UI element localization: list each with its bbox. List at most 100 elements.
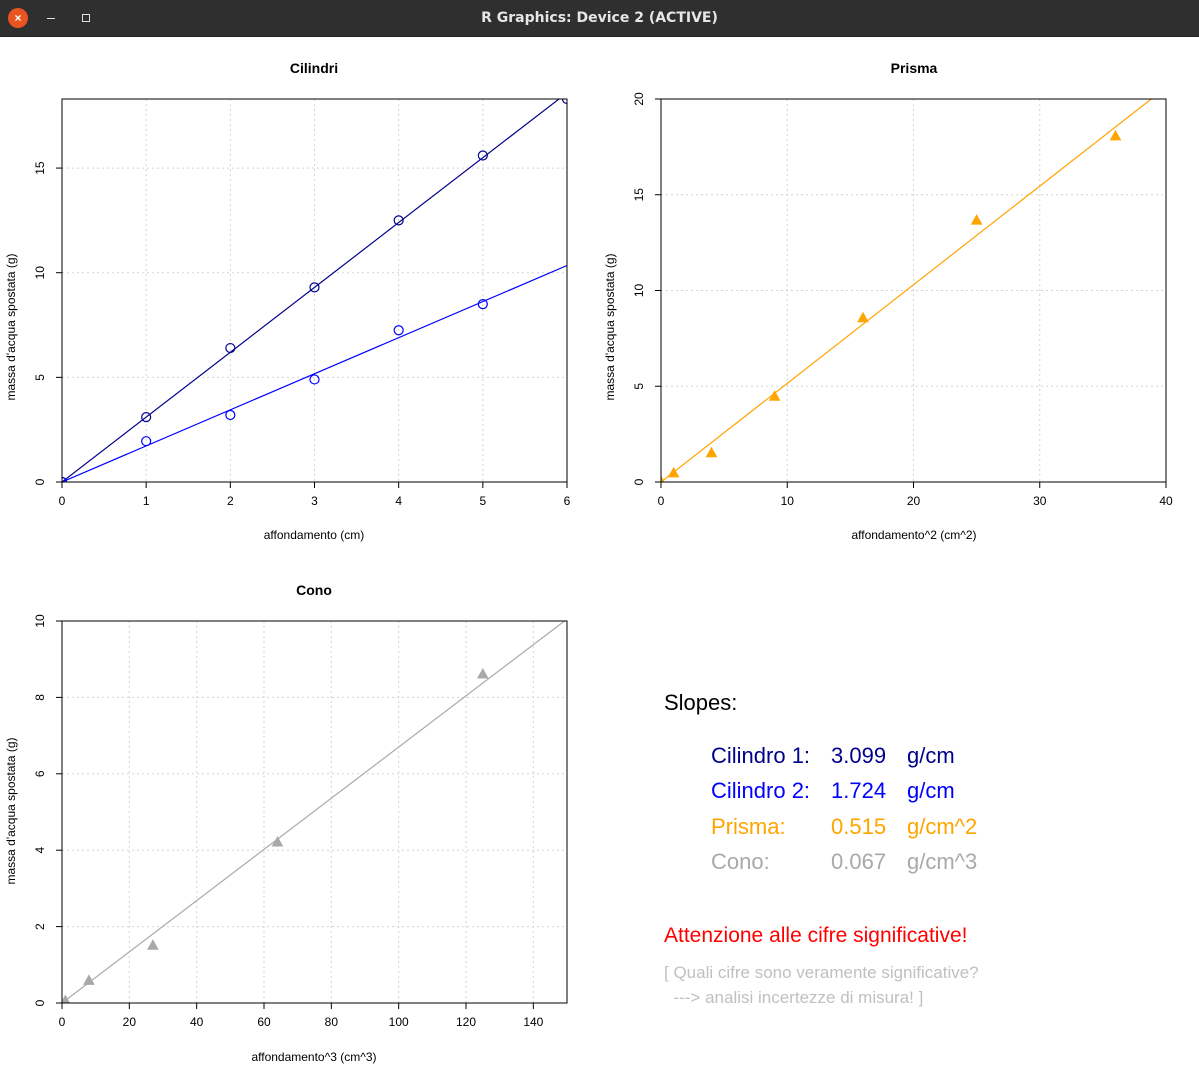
x-tick-label: 0 bbox=[658, 494, 665, 508]
window-title: R Graphics: Device 2 (ACTIVE) bbox=[481, 10, 718, 26]
data-point bbox=[857, 311, 869, 323]
x-tick-label: 60 bbox=[257, 1015, 271, 1029]
x-tick-label: 40 bbox=[1159, 494, 1173, 508]
chart-prisma: Prisma affondamento^2 (cm^2) massa d'acq… bbox=[603, 60, 1173, 542]
slope-name-cono: Cono: bbox=[711, 849, 770, 874]
x-tick-label: 30 bbox=[1033, 494, 1047, 508]
y-tick-label: 15 bbox=[33, 161, 47, 175]
y-tick-label: 15 bbox=[632, 188, 646, 202]
x-tick-label: 0 bbox=[59, 1015, 66, 1029]
data-point bbox=[477, 299, 488, 310]
slope-name-prisma: Prisma: bbox=[711, 814, 786, 839]
y-tick-label: 8 bbox=[33, 694, 47, 701]
slope-value-cilindro-2: 1.724 bbox=[831, 778, 886, 803]
x-tick-label: 2 bbox=[227, 494, 234, 508]
x-tick-label: 120 bbox=[456, 1015, 476, 1029]
data-point bbox=[225, 409, 236, 421]
x-tick-label: 3 bbox=[311, 494, 318, 508]
y-tick-label: 10 bbox=[632, 284, 646, 298]
slope-value-cilindro-1: 3.099 bbox=[831, 743, 886, 768]
plot-frame bbox=[660, 98, 1167, 483]
chart-cilindri: Cilindri affondamento (cm) massa d'acqua… bbox=[4, 60, 571, 542]
data-point bbox=[1109, 129, 1122, 141]
data-point bbox=[661, 475, 665, 482]
x-axis-label: affondamento^2 (cm^2) bbox=[851, 528, 976, 542]
data-point bbox=[225, 342, 236, 354]
x-tick-label: 100 bbox=[389, 1015, 409, 1029]
y-tick-label: 10 bbox=[33, 614, 47, 628]
y-tick-label: 0 bbox=[33, 999, 47, 1006]
close-button[interactable]: × bbox=[8, 8, 28, 28]
regression-line bbox=[661, 99, 1153, 482]
plot-area-cilindri: 0 1 2 3 4 5 6 0 5 10 15 bbox=[33, 98, 571, 508]
data-point bbox=[476, 667, 489, 679]
data-point bbox=[970, 214, 983, 225]
y-axis-label: massa d'acqua spostata (g) bbox=[603, 253, 617, 400]
slope-value-cono: 0.067 bbox=[831, 849, 886, 874]
data-point bbox=[667, 466, 680, 478]
plot-data bbox=[62, 99, 567, 482]
chart-title: Cono bbox=[296, 582, 332, 598]
x-tick-label: 20 bbox=[907, 494, 921, 508]
slopes-rows: Cilindro 1: 3.099 g/cm Cilindro 2: 1.724… bbox=[711, 743, 977, 874]
x-tick-label: 20 bbox=[123, 1015, 137, 1029]
x-tick-label: 80 bbox=[325, 1015, 339, 1029]
plot-area-prisma: 0 10 20 30 40 0 5 10 15 20 bbox=[632, 92, 1173, 508]
slopes-panel: Slopes: Cilindro 1: 3.099 g/cm Cilindro … bbox=[664, 690, 979, 1007]
chart-cono: Cono affondamento^3 (cm^3) massa d'acqua… bbox=[4, 582, 568, 1064]
y-axis-label: massa d'acqua spostata (g) bbox=[4, 737, 18, 884]
chart-title: Cilindri bbox=[290, 60, 338, 76]
slopes-heading: Slopes: bbox=[664, 690, 737, 715]
y-tick-label: 0 bbox=[632, 478, 646, 485]
plots-svg: Cilindri affondamento (cm) massa d'acqua… bbox=[4, 60, 1173, 1064]
y-tick-label: 10 bbox=[33, 266, 47, 280]
significant-figures-warning: Attenzione alle cifre significative! bbox=[664, 924, 968, 947]
y-tick-label: 4 bbox=[33, 847, 47, 854]
data-point bbox=[309, 374, 320, 385]
data-point bbox=[477, 150, 488, 161]
x-tick-label: 40 bbox=[190, 1015, 204, 1029]
x-tick-label: 4 bbox=[395, 494, 402, 508]
x-tick-label: 1 bbox=[143, 494, 150, 508]
slope-unit-cilindro-1: g/cm bbox=[907, 743, 955, 768]
plot-canvas: Cilindri affondamento (cm) massa d'acqua… bbox=[0, 37, 1199, 1080]
slope-value-prisma: 0.515 bbox=[831, 814, 886, 839]
data-point bbox=[768, 390, 781, 401]
x-tick-label: 0 bbox=[59, 494, 66, 508]
y-tick-label: 5 bbox=[33, 374, 47, 381]
y-tick-label: 0 bbox=[33, 478, 47, 485]
x-tick-label: 10 bbox=[781, 494, 795, 508]
plot-frame bbox=[61, 98, 568, 483]
slope-name-cilindro-1: Cilindro 1: bbox=[711, 743, 810, 768]
y-tick-label: 5 bbox=[632, 383, 646, 390]
data-point bbox=[393, 325, 404, 336]
slope-unit-cilindro-2: g/cm bbox=[907, 778, 955, 803]
data-point bbox=[309, 282, 320, 293]
y-tick-label: 6 bbox=[33, 770, 47, 777]
plot-data bbox=[661, 99, 1153, 482]
data-point bbox=[141, 412, 152, 423]
plot-frame bbox=[61, 620, 568, 1004]
x-tick-label: 5 bbox=[479, 494, 486, 508]
slope-unit-cono: g/cm^3 bbox=[907, 849, 977, 874]
minimize-button[interactable] bbox=[41, 8, 61, 28]
plot-area-cono: 0 20 40 60 80 100 120 140 0 2 4 6 8 10 bbox=[33, 614, 568, 1029]
maximize-button[interactable] bbox=[76, 8, 96, 28]
slope-name-cilindro-2: Cilindro 2: bbox=[711, 778, 810, 803]
y-axis-label: massa d'acqua spostata (g) bbox=[4, 253, 18, 400]
plot-data bbox=[62, 621, 566, 1003]
x-axis-label: affondamento (cm) bbox=[264, 528, 365, 542]
regression-line bbox=[62, 621, 566, 1003]
y-tick-label: 20 bbox=[632, 92, 646, 106]
data-point bbox=[147, 939, 159, 950]
x-tick-label: 140 bbox=[523, 1015, 543, 1029]
slope-unit-prisma: g/cm^2 bbox=[907, 814, 977, 839]
data-point bbox=[271, 836, 284, 847]
window-titlebar: × R Graphics: Device 2 (ACTIVE) bbox=[0, 0, 1199, 37]
data-point bbox=[62, 994, 71, 1003]
data-point bbox=[83, 974, 95, 985]
x-tick-label: 6 bbox=[564, 494, 571, 508]
regression-line bbox=[62, 99, 560, 482]
x-axis-label: affondamento^3 (cm^3) bbox=[251, 1050, 376, 1064]
data-point bbox=[393, 215, 404, 226]
